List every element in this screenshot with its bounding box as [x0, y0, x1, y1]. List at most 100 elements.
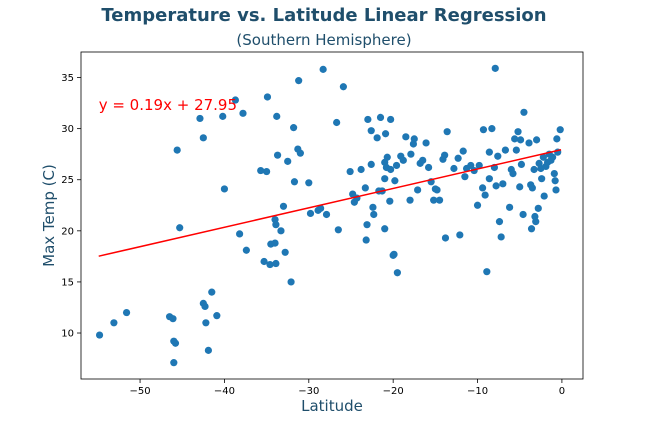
data-point: [367, 160, 375, 169]
data-point: [122, 308, 131, 317]
data-point: [367, 127, 375, 135]
data-point: [540, 192, 548, 200]
data-point: [110, 319, 118, 327]
data-point: [263, 93, 272, 101]
data-point: [362, 236, 370, 244]
data-point: [441, 234, 450, 242]
data-point: [461, 173, 469, 181]
data-point: [553, 135, 561, 143]
data-point: [361, 184, 369, 192]
data-point: [242, 246, 250, 254]
data-point: [538, 175, 546, 183]
data-point: [387, 165, 395, 174]
data-point: [381, 175, 389, 183]
data-point: [176, 224, 184, 232]
data-point: [511, 135, 519, 143]
data-point: [514, 128, 522, 136]
data-point: [287, 278, 295, 286]
data-point: [333, 118, 341, 127]
data-point: [277, 227, 285, 235]
regression-layer: [98, 149, 562, 257]
data-point: [273, 151, 282, 159]
data-point: [201, 302, 209, 311]
data-point: [257, 166, 265, 175]
data-point: [499, 180, 507, 188]
data-point: [171, 339, 180, 347]
data-point: [376, 113, 385, 121]
data-point: [393, 269, 401, 277]
data-point: [95, 331, 104, 339]
data-point: [481, 191, 489, 199]
data-point: [497, 233, 505, 241]
data-point: [516, 183, 524, 191]
data-point: [213, 312, 221, 320]
data-points: [95, 64, 564, 367]
data-point: [494, 152, 502, 160]
data-point: [387, 115, 395, 124]
data-point: [381, 225, 389, 233]
data-point: [219, 112, 227, 120]
chart-title: Temperature vs. Latitude Linear Regressi…: [101, 5, 547, 26]
x-tick-label: −50: [130, 386, 151, 397]
data-point: [406, 196, 414, 204]
data-point: [512, 146, 520, 154]
data-point: [454, 154, 462, 162]
data-point: [539, 153, 547, 161]
data-point: [204, 346, 212, 354]
data-point: [441, 151, 449, 159]
data-point: [279, 202, 288, 210]
data-point: [414, 186, 422, 194]
data-point: [392, 161, 401, 170]
data-point: [488, 125, 496, 133]
plot-frame: [80, 51, 584, 380]
data-point: [519, 210, 527, 219]
data-point: [346, 167, 354, 176]
data-point: [479, 126, 488, 134]
data-point: [305, 179, 313, 187]
data-point: [475, 161, 483, 170]
data-point: [410, 135, 418, 143]
data-point: [516, 136, 525, 144]
data-point: [370, 210, 378, 219]
data-point: [509, 170, 517, 178]
regression-line: [98, 149, 562, 257]
x-tick-label: −40: [214, 386, 235, 397]
data-point: [483, 268, 491, 276]
data-point: [260, 257, 268, 266]
data-point: [317, 204, 325, 212]
x-tick-label: −10: [467, 386, 488, 397]
data-point: [296, 149, 304, 157]
data-point: [319, 65, 327, 73]
data-point: [525, 139, 533, 147]
data-point: [402, 133, 410, 141]
data-point: [550, 170, 558, 178]
data-point: [381, 130, 390, 138]
data-point: [456, 231, 464, 239]
data-point: [196, 114, 204, 123]
data-point: [170, 359, 178, 367]
data-point: [443, 128, 451, 136]
axes: −50 −40 −30 −20 −10 0 10 15 20 25 30 35: [61, 51, 584, 397]
data-point: [169, 315, 177, 323]
data-point: [501, 146, 509, 154]
data-point: [390, 250, 398, 258]
data-point: [272, 221, 280, 229]
data-point: [202, 319, 210, 327]
regression-equation: y = 0.19x + 27.95: [99, 96, 237, 114]
data-point: [473, 201, 482, 209]
data-point: [369, 203, 377, 211]
data-point: [491, 64, 499, 72]
data-point: [552, 186, 560, 194]
data-point: [239, 109, 247, 117]
data-point: [199, 134, 207, 142]
y-tick-label: 15: [61, 277, 74, 288]
data-point: [290, 178, 299, 186]
data-point: [322, 210, 331, 219]
y-tick-label: 35: [61, 73, 74, 84]
data-point: [271, 239, 279, 247]
data-point: [430, 196, 438, 204]
data-point: [485, 148, 493, 156]
data-point: [433, 186, 441, 194]
data-point: [306, 209, 315, 218]
data-point: [334, 226, 342, 234]
